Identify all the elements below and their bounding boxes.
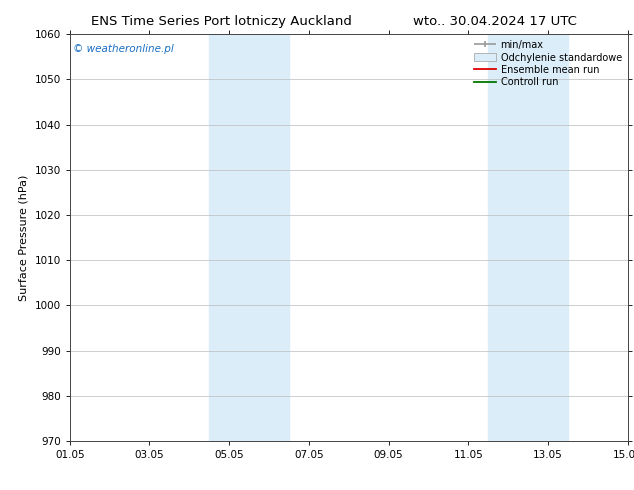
Bar — [209, 34, 289, 441]
Y-axis label: Surface Pressure (hPa): Surface Pressure (hPa) — [19, 174, 29, 301]
Legend: min/max, Odchylenie standardowe, Ensemble mean run, Controll run: min/max, Odchylenie standardowe, Ensembl… — [472, 37, 624, 90]
Bar — [488, 34, 568, 441]
Text: ENS Time Series Port lotniczy Auckland: ENS Time Series Port lotniczy Auckland — [91, 15, 353, 28]
Text: wto.. 30.04.2024 17 UTC: wto.. 30.04.2024 17 UTC — [413, 15, 576, 28]
Text: © weatheronline.pl: © weatheronline.pl — [72, 45, 173, 54]
